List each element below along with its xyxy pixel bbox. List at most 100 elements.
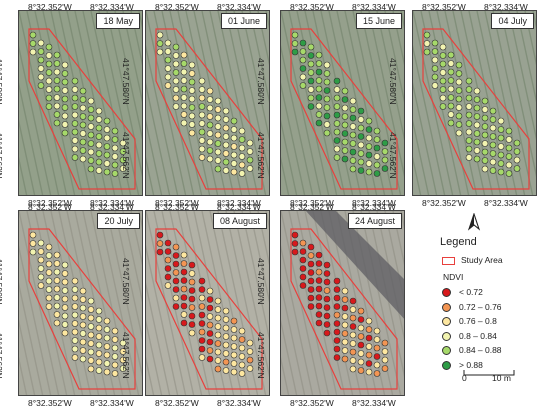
tree-ndvi-point [481,123,489,130]
tree-ndvi-point [71,111,79,119]
tree-ndvi-point [505,153,513,160]
tree-ndvi-point [349,314,357,322]
tree-ndvi-point [373,127,381,135]
tree-ndvi-point [71,311,79,319]
tree-ndvi-point [381,348,389,355]
tree-ndvi-point [323,270,331,277]
tree-ndvi-point [103,351,111,359]
tree-ndvi-point [423,31,431,39]
tree-ndvi-point [323,295,331,303]
coord-left-top: 41°47.580'N [256,58,266,105]
tree-ndvi-point [357,358,365,366]
tree-ndvi-point [365,160,373,167]
tree-ndvi-point [79,121,87,129]
tree-ndvi-point [357,367,365,374]
tree-ndvi-point [45,243,53,251]
tree-ndvi-point [323,104,331,111]
legend-study-area-label: Study Area [461,255,503,265]
tree-ndvi-point [206,338,214,346]
tree-ndvi-point [465,137,473,144]
tree-ndvi-point [111,370,119,377]
tree-ndvi-point [341,355,349,363]
tree-ndvi-point [373,344,381,352]
tree-ndvi-point [198,311,206,319]
tree-ndvi-point [103,160,111,167]
tree-ndvi-point [164,239,172,247]
tree-ndvi-point [188,121,196,128]
tree-ndvi-point [323,278,331,286]
tree-ndvi-point [222,341,230,349]
tree-ndvi-point [188,95,196,103]
tree-ndvi-point [333,128,341,136]
legend: Legend Study Area NDVI 0 10 m < 0.72 0.72… [438,230,550,400]
tree-ndvi-point [238,327,246,335]
study-area-swatch [442,256,455,265]
coord-bottom-right: 8°32.334'W [352,198,396,208]
tree-ndvi-point [222,158,230,166]
tree-ndvi-point [473,113,481,120]
tree-ndvi-point [45,260,53,268]
tree-ndvi-point [465,145,473,153]
tree-ndvi-point [333,120,341,127]
tree-ndvi-point [447,111,455,118]
tree-ndvi-point [198,286,206,293]
panel-date-label: 04 July [491,13,534,29]
tree-ndvi-point [214,114,222,122]
tree-ndvi-point [111,327,119,335]
tree-ndvi-point [45,60,53,68]
tree-ndvi-point [180,94,188,101]
tree-ndvi-point [45,77,53,85]
tree-ndvi-point [373,170,381,177]
tree-ndvi-point [447,102,455,110]
tree-ndvi-point [119,356,127,364]
ndvi-class-label: 0.72 – 0.76 [459,301,502,312]
coord-left-bottom: 41°47.562'N [388,132,398,179]
tree-ndvi-point [45,269,53,276]
tree-ndvi-point [465,77,473,85]
tree-ndvi-point [473,138,481,146]
coord-top-left: 8°32.352'W [290,202,334,212]
panel-date-label: 18 May [96,13,140,29]
tree-ndvi-point [315,51,323,59]
tree-ndvi-point [299,248,307,255]
tree-ndvi-point [349,323,357,330]
tree-ndvi-point [307,43,315,51]
tree-ndvi-point [37,56,45,64]
legend-ndvi-class: 0.72 – 0.76 [442,302,502,312]
tree-ndvi-point [180,268,188,276]
tree-ndvi-point [180,51,188,59]
tree-ndvi-point [61,104,69,111]
tree-ndvi-point [87,306,95,313]
tree-ndvi-point [497,134,505,142]
tree-ndvi-point [61,312,69,320]
tree-ndvi-point [333,94,341,102]
coord-top-left: 8°32.352'W [155,202,199,212]
tree-ndvi-point [230,368,238,376]
tree-ndvi-point [365,317,373,325]
tree-ndvi-point [29,248,37,256]
tree-ndvi-point [53,268,61,276]
tree-ndvi-point [513,156,521,164]
tree-ndvi-point [188,104,196,111]
tree-ndvi-point [53,51,61,59]
tree-ndvi-point [172,294,180,302]
tree-ndvi-point [111,153,119,160]
tree-ndvi-point [172,94,180,102]
tree-ndvi-point [87,357,95,364]
tree-ndvi-point [307,294,315,302]
tree-ndvi-point [513,139,521,147]
tree-ndvi-point [87,140,95,147]
tree-ndvi-point [349,123,357,130]
panel-date-label: 08 August [212,213,267,229]
tree-ndvi-point [497,117,505,125]
tree-ndvi-point [381,139,389,147]
tree-ndvi-point [103,134,111,142]
tree-ndvi-point [61,295,69,303]
tree-ndvi-point [214,331,222,339]
aerial-map: 24 August [280,210,405,396]
tree-ndvi-point [299,256,307,264]
tree-ndvi-point [45,94,53,102]
tree-ndvi-point [198,145,206,153]
tree-ndvi-point [164,256,172,264]
tree-ndvi-point [323,129,331,137]
